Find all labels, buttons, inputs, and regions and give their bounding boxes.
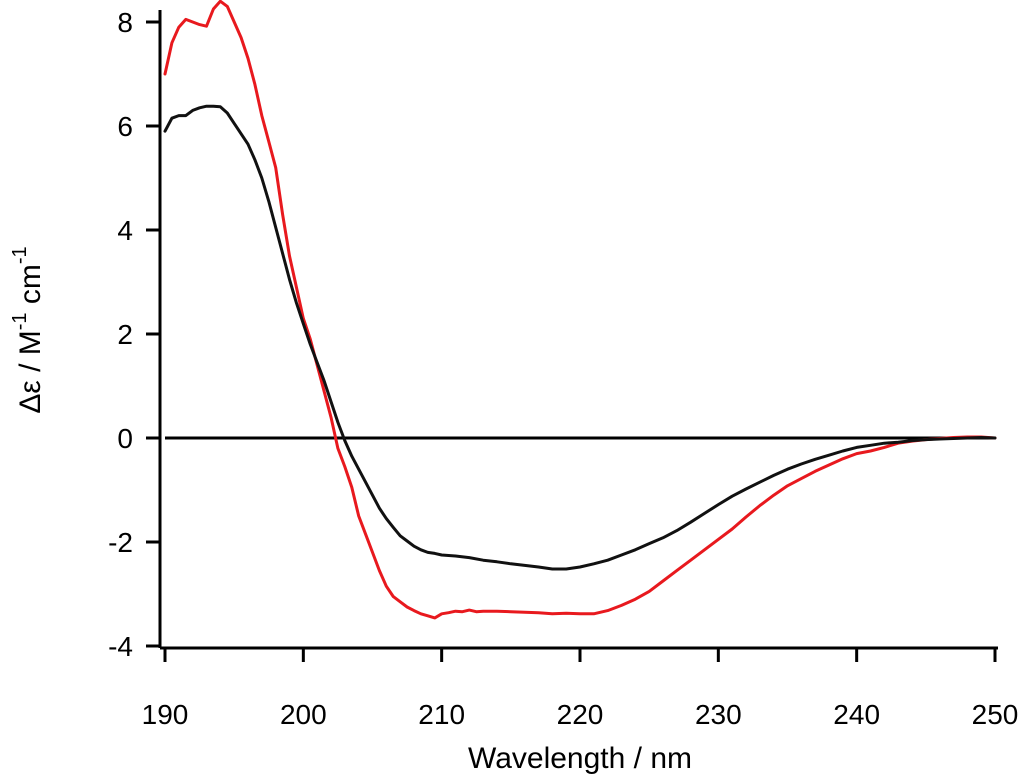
y-axis-title-sup1: -1 xyxy=(9,312,31,330)
y-tick-label: -4 xyxy=(108,631,133,662)
x-tick-label: 190 xyxy=(142,699,189,730)
y-tick-label: 2 xyxy=(117,319,133,350)
y-axis-title: Δε / M-1 cm-1 xyxy=(9,246,47,413)
y-tick-label: 8 xyxy=(117,7,133,38)
x-tick-label: 240 xyxy=(833,699,880,730)
x-tick-label: 230 xyxy=(695,699,742,730)
x-tick-label: 250 xyxy=(972,699,1019,730)
y-axis-title-mid: cm xyxy=(14,264,47,312)
y-tick-label: 4 xyxy=(117,215,133,246)
x-tick-label: 200 xyxy=(280,699,327,730)
x-tick-label: 220 xyxy=(557,699,604,730)
y-tick-label: 0 xyxy=(117,423,133,454)
x-axis-title: Wavelength / nm xyxy=(468,742,692,775)
series-black-line xyxy=(163,104,997,571)
y-axis-title-prefix: Δε / M xyxy=(14,330,47,413)
y-tick-label: 6 xyxy=(117,111,133,142)
series-red-line xyxy=(163,0,997,620)
y-axis-title-sup2: -1 xyxy=(9,246,31,264)
x-tick-label: 210 xyxy=(418,699,465,730)
y-tick-label: -2 xyxy=(108,527,133,558)
